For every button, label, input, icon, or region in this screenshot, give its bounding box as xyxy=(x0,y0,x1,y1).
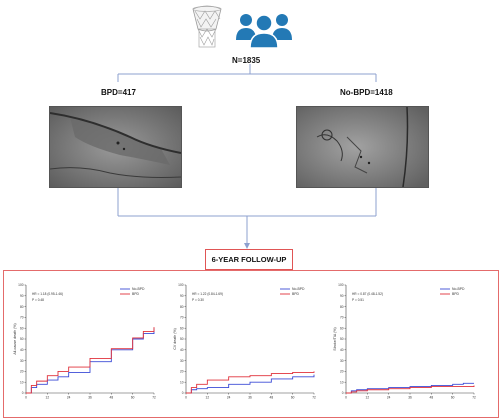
x-tick-label: 48 xyxy=(270,396,274,400)
legend-label: BPD xyxy=(292,292,300,296)
x-tick-label: 60 xyxy=(451,396,455,400)
bpd-group-label: BPD=417 xyxy=(101,88,136,97)
y-tick-label: 60 xyxy=(180,326,184,330)
y-tick-label: 40 xyxy=(340,348,344,352)
hr-annotation: HR = 0.87 (0.48-1.52) xyxy=(352,292,383,296)
km-chart-stroke-tia: 0 10 20 30 40 50 60 70 80 90 100 0 12 24 36 48 60 72 Strok… xyxy=(333,283,476,400)
hr-annotation: P = 0.48 xyxy=(32,298,44,302)
legend-label: No-BPD xyxy=(132,287,145,291)
series-line-0 xyxy=(346,382,474,394)
bpd-angiogram-image xyxy=(49,106,182,188)
y-axis-label: All-cause death (%) xyxy=(13,323,17,354)
legend-label: No-BPD xyxy=(452,287,465,291)
y-tick-label: 100 xyxy=(18,283,24,287)
x-tick-label: 0 xyxy=(345,396,347,400)
km-chart-cv-death: 0 10 20 30 40 50 60 70 80 90 100 0 12 24 36 48 60 72 CV de… xyxy=(173,283,316,400)
x-tick-label: 72 xyxy=(152,396,156,400)
no-bpd-angiogram-image xyxy=(296,106,429,188)
hr-annotation: P = 0.30 xyxy=(192,298,204,302)
connector-lines xyxy=(117,64,377,246)
y-tick-label: 90 xyxy=(340,294,344,298)
x-tick-label: 12 xyxy=(366,396,370,400)
series-line-0 xyxy=(26,328,155,394)
y-tick-label: 0 xyxy=(182,391,184,395)
y-tick-label: 10 xyxy=(20,380,24,384)
y-tick-label: 20 xyxy=(180,370,184,374)
patient-group-icon xyxy=(236,14,292,49)
series-line-0 xyxy=(186,374,315,394)
hr-annotation: HR = 1.22 (0.84-1.69) xyxy=(192,292,223,296)
x-tick-label: 72 xyxy=(472,396,476,400)
legend-label: BPD xyxy=(132,292,140,296)
series-line-1 xyxy=(26,327,155,394)
y-tick-label: 80 xyxy=(20,305,24,309)
series-line-1 xyxy=(186,371,315,394)
series-line-1 xyxy=(346,385,475,394)
x-tick-label: 24 xyxy=(67,396,71,400)
y-tick-label: 70 xyxy=(20,316,24,320)
km-chart-all-cause-death: 0 10 20 30 40 50 60 70 80 90 100 0 12 24 36 48 60 72 All-c… xyxy=(13,283,156,400)
x-tick-label: 60 xyxy=(291,396,295,400)
results-frame xyxy=(3,270,499,418)
y-tick-label: 10 xyxy=(180,380,184,384)
transcatheter-valve-icon xyxy=(192,5,222,48)
y-axis-label: CV death (%) xyxy=(173,328,177,350)
no-bpd-group-label: No-BPD=1418 xyxy=(340,88,393,97)
y-tick-label: 60 xyxy=(340,326,344,330)
y-tick-label: 10 xyxy=(340,380,344,384)
hr-annotation: P = 0.51 xyxy=(352,298,364,302)
y-tick-label: 80 xyxy=(180,305,184,309)
hr-annotation: HR = 1.18 (0.95-1.46) xyxy=(32,292,63,296)
follow-up-box: 6-YEAR FOLLOW-UP xyxy=(205,249,293,270)
x-tick-label: 12 xyxy=(46,396,50,400)
y-tick-label: 70 xyxy=(180,316,184,320)
legend-label: No-BPD xyxy=(292,287,305,291)
y-tick-label: 0 xyxy=(22,391,24,395)
y-tick-label: 50 xyxy=(180,337,184,341)
x-tick-label: 60 xyxy=(131,396,135,400)
y-tick-label: 80 xyxy=(340,305,344,309)
y-tick-label: 70 xyxy=(340,316,344,320)
total-patients-label: N=1835 xyxy=(232,56,261,65)
y-tick-label: 20 xyxy=(340,370,344,374)
x-tick-label: 72 xyxy=(312,396,316,400)
y-tick-label: 60 xyxy=(20,326,24,330)
follow-up-label: 6-YEAR FOLLOW-UP xyxy=(211,255,287,264)
y-tick-label: 20 xyxy=(20,370,24,374)
y-tick-label: 50 xyxy=(20,337,24,341)
x-tick-label: 0 xyxy=(185,396,187,400)
legend-label: BPD xyxy=(452,292,460,296)
y-tick-label: 30 xyxy=(340,359,344,363)
x-tick-label: 12 xyxy=(206,396,210,400)
x-tick-label: 36 xyxy=(88,396,92,400)
y-axis-label: Stroke/TIA (%) xyxy=(333,327,337,350)
y-tick-label: 40 xyxy=(20,348,24,352)
y-tick-label: 40 xyxy=(180,348,184,352)
x-tick-label: 36 xyxy=(248,396,252,400)
y-tick-label: 30 xyxy=(180,359,184,363)
y-tick-label: 90 xyxy=(20,294,24,298)
y-tick-label: 0 xyxy=(342,391,344,395)
x-tick-label: 24 xyxy=(227,396,231,400)
x-tick-label: 48 xyxy=(110,396,114,400)
x-tick-label: 0 xyxy=(25,396,27,400)
y-tick-label: 100 xyxy=(338,283,344,287)
y-tick-label: 50 xyxy=(340,337,344,341)
arrow-head-icon xyxy=(244,243,250,249)
y-tick-label: 100 xyxy=(178,283,184,287)
x-tick-label: 48 xyxy=(430,396,434,400)
y-tick-label: 90 xyxy=(180,294,184,298)
y-tick-label: 30 xyxy=(20,359,24,363)
x-tick-label: 36 xyxy=(408,396,412,400)
x-tick-label: 24 xyxy=(387,396,391,400)
